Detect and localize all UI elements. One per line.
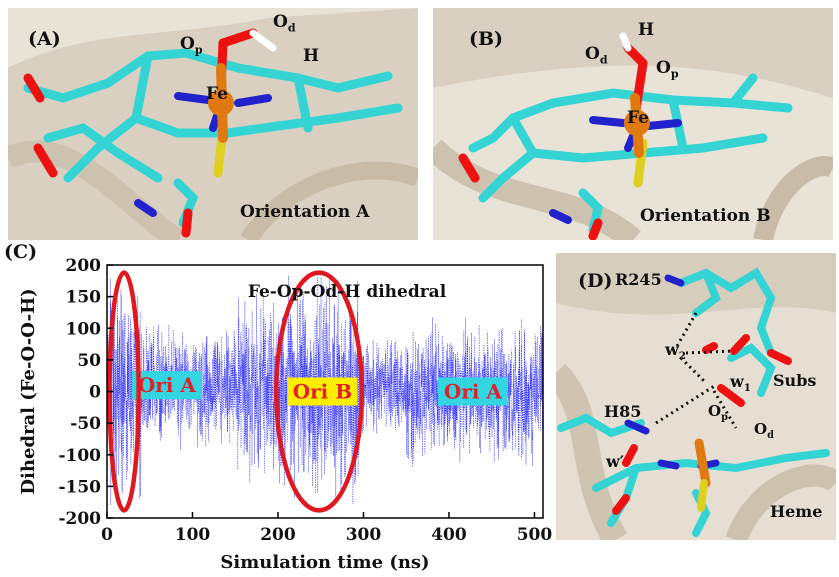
od-atom-label-d: Od <box>754 420 774 441</box>
chart-title: Fe-Op-Od-H dihedral <box>248 282 447 302</box>
dihedral-chart: Ori A Ori B Ori A -200 -150 -100 -50 0 50 100 150… <box>18 256 552 573</box>
plot-area: Ori A Ori B Ori A <box>107 270 543 513</box>
h-atom-label-a: H <box>303 46 320 66</box>
y-tick-label: -50 <box>70 414 101 434</box>
orientation-annotation: Ori A <box>131 371 202 400</box>
panel-a-structure <box>8 8 418 240</box>
orientation-annotation: Ori A <box>437 377 508 406</box>
active-site-image <box>556 253 836 540</box>
od-atom-label-a: Od <box>273 12 296 35</box>
subs-label: Subs <box>773 371 817 390</box>
x-tick-label: 200 <box>260 525 296 545</box>
panel-c-label: (C) <box>4 241 38 263</box>
w1-label: w1 <box>730 372 752 395</box>
x-tick-label: 400 <box>431 525 467 545</box>
x-tick-label: 0 <box>101 525 113 545</box>
w2-label: w2 <box>665 340 687 363</box>
h-atom-label-b: H <box>638 20 655 40</box>
y-tick-label: -150 <box>58 477 101 497</box>
y-tick-label: 50 <box>77 351 101 371</box>
axes: -200 -150 -100 -50 0 50 100 150 200 0 100 200 300 400… <box>58 256 552 545</box>
x-tick-label: 500 <box>517 525 553 545</box>
y-tick-label: 0 <box>89 383 101 403</box>
y-tick-label: -100 <box>58 446 101 466</box>
x-tick-label: 100 <box>175 525 211 545</box>
y-tick-label: 100 <box>66 319 102 339</box>
heme-label: Heme <box>770 502 823 521</box>
dihedral-series <box>107 274 543 506</box>
orientation-annotation: Ori B <box>287 377 358 406</box>
orientation-b-caption: Orientation B <box>640 206 771 226</box>
op-atom-label-a: Op <box>180 34 203 57</box>
panel-a-label: (A) <box>28 28 61 50</box>
r245-label: R245 <box>615 270 662 289</box>
annotation-label: Ori A <box>444 380 503 404</box>
orientation-a-molecule-image <box>8 8 418 240</box>
panel-b-structure <box>433 8 833 240</box>
y-tick-label: 150 <box>66 288 102 308</box>
highlight-ellipse <box>274 270 365 513</box>
od-atom-label-b: Od <box>585 44 608 67</box>
fe-atom-label-a: Fe <box>206 84 228 104</box>
op-atom-label-b: Op <box>656 58 679 81</box>
annotation-label: Ori B <box>293 380 352 404</box>
x-tick-label: 300 <box>346 525 382 545</box>
y-tick-label: 200 <box>66 256 102 276</box>
wprime-label: w′ <box>606 452 624 471</box>
h85-label: H85 <box>604 402 642 421</box>
panel-b-label: (B) <box>469 28 504 50</box>
panel-d-structure <box>556 253 836 540</box>
y-tick-label: -200 <box>58 509 101 529</box>
panel-d-label: (D) <box>578 270 613 292</box>
dihedral-trajectory <box>107 274 543 506</box>
x-axis-label: Simulation time (ns) <box>220 552 429 573</box>
op-atom-label-d: Op <box>708 402 728 423</box>
orientation-b-molecule-image <box>433 8 833 240</box>
orientation-a-caption: Orientation A <box>240 202 370 222</box>
y-axis-label: Dihedral (Fe-O-O-H) <box>18 288 39 494</box>
annotation-label: Ori A <box>138 373 197 397</box>
fe-atom-label-b: Fe <box>627 108 649 128</box>
